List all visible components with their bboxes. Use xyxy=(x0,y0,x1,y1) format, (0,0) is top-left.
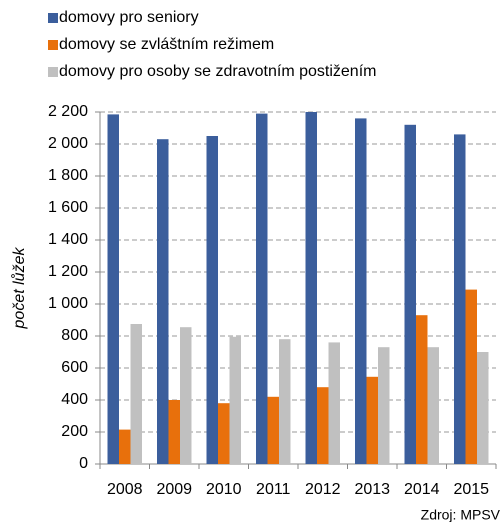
bar xyxy=(256,113,268,464)
y-tick-label: 2 200 xyxy=(48,103,88,120)
y-tick-label: 1 600 xyxy=(48,199,88,216)
bar xyxy=(317,387,329,464)
bar xyxy=(404,124,416,465)
bar xyxy=(218,403,230,464)
legend-label: domovy se zvláštním režimem xyxy=(59,36,274,53)
y-tick-label: 1 800 xyxy=(48,167,88,184)
legend-swatch xyxy=(48,13,58,23)
bar xyxy=(130,324,142,464)
x-tick-label: 2008 xyxy=(107,481,143,498)
bar xyxy=(355,118,367,465)
y-tick-label: 800 xyxy=(61,327,88,344)
bar xyxy=(477,352,489,464)
y-tick-label: 1 200 xyxy=(48,263,88,280)
bar xyxy=(107,114,119,465)
legend-label: domovy pro osoby se zdravotním postižení… xyxy=(59,63,376,80)
bar xyxy=(168,400,180,464)
bar xyxy=(328,342,340,464)
bar xyxy=(378,347,390,464)
x-tick-label: 2014 xyxy=(404,481,440,498)
y-tick-label: 0 xyxy=(79,455,88,472)
bar xyxy=(119,429,131,464)
x-tick-label: 2012 xyxy=(305,481,341,498)
bar xyxy=(366,376,378,464)
x-tick-label: 2015 xyxy=(453,481,489,498)
bar xyxy=(454,134,466,464)
bar xyxy=(427,347,439,464)
legend-swatch xyxy=(48,67,58,77)
x-tick-label: 2013 xyxy=(354,481,390,498)
x-tick-label: 2010 xyxy=(206,481,242,498)
bar xyxy=(157,139,169,464)
bar xyxy=(305,112,317,464)
x-tick-label: 2009 xyxy=(156,481,192,498)
bar xyxy=(267,396,279,464)
bar xyxy=(229,336,241,464)
y-tick-label: 2 000 xyxy=(48,135,88,152)
bar xyxy=(465,289,477,464)
source-note: Zdroj: MPSV xyxy=(421,507,501,522)
bar xyxy=(279,339,291,464)
legend-swatch xyxy=(48,40,58,50)
bar xyxy=(180,327,192,464)
bar xyxy=(416,315,428,464)
legend-label: domovy pro seniory xyxy=(59,9,199,26)
x-tick-label: 2011 xyxy=(256,481,291,498)
y-tick-label: 400 xyxy=(61,391,88,408)
y-tick-label: 600 xyxy=(61,359,88,376)
y-axis-label: počet lůžek xyxy=(10,247,28,330)
y-tick-label: 200 xyxy=(61,423,88,440)
y-tick-label: 1 000 xyxy=(48,295,88,312)
y-tick-label: 1 400 xyxy=(48,231,88,248)
bar xyxy=(206,136,218,464)
